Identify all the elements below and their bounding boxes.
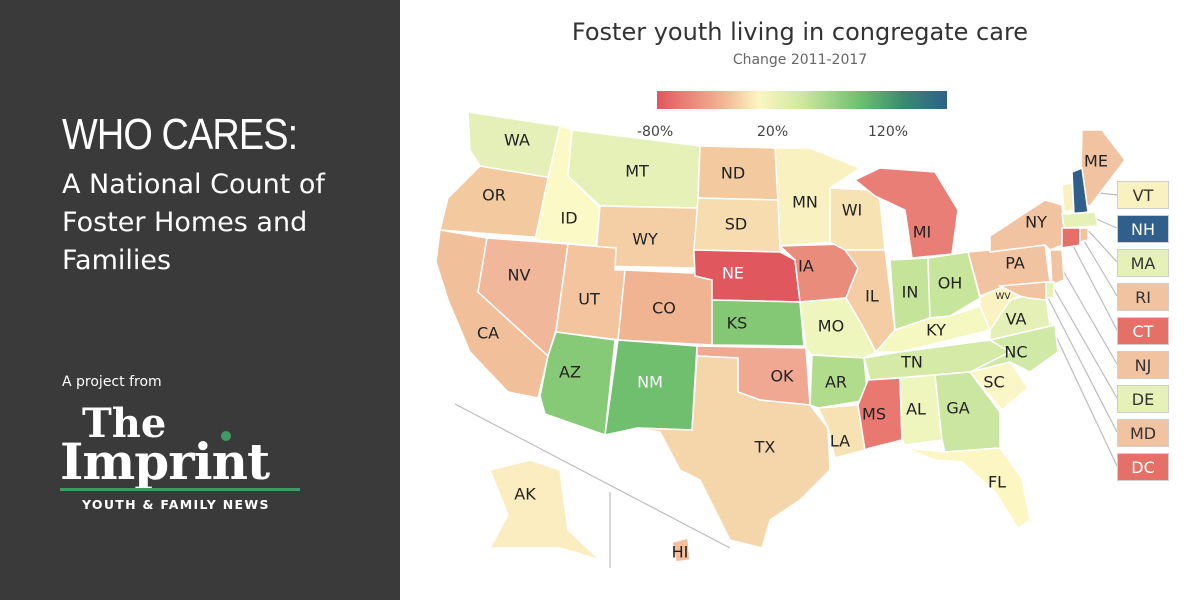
label-ME: ME (1084, 151, 1108, 171)
label-SD: SD (724, 214, 748, 234)
label-OH: OH (937, 273, 963, 293)
map-subtitle: Change 2011-2017 (732, 52, 868, 68)
label-NE: NE (721, 263, 745, 283)
label-SC: SC (983, 372, 1005, 392)
leader-line-ri (1079, 233, 1118, 297)
state-MA[interactable] (1061, 211, 1099, 229)
small-state-MD[interactable]: MD (1117, 419, 1169, 447)
leader-line-md (1044, 291, 1118, 433)
small-state-NJ[interactable]: NJ (1117, 351, 1169, 379)
state-OH[interactable] (927, 251, 981, 319)
label-MO: MO (817, 316, 845, 336)
label-KY: KY (926, 320, 946, 340)
imprint-logo[interactable]: The Imprint YOUTH & FAMILY NEWS (60, 400, 310, 516)
state-LA[interactable] (816, 404, 866, 459)
label-PA: PA (1005, 253, 1025, 273)
label-MS: MS (862, 404, 886, 424)
label-HI: HI (671, 542, 689, 562)
label-AR: AR (824, 372, 848, 392)
logo-dot-icon (221, 431, 231, 441)
state-NC[interactable] (969, 324, 1059, 373)
label-TX: TX (754, 437, 776, 457)
label-NC: NC (1004, 342, 1028, 362)
leader-line-ct (1069, 239, 1118, 331)
state-DE[interactable] (1045, 281, 1055, 299)
state-NJ[interactable] (1049, 249, 1065, 287)
small-state-RI[interactable]: RI (1117, 283, 1169, 311)
label-AL: AL (906, 399, 926, 419)
sidebar-panel: WHO CARES: A National Count of Foster Ho… (0, 0, 400, 600)
label-WY: WY (632, 229, 658, 249)
label-KS: KS (726, 313, 748, 333)
label-WV: WV (995, 292, 1011, 302)
small-state-NH[interactable]: NH (1117, 215, 1169, 243)
small-state-DE[interactable]: DE (1117, 385, 1169, 413)
label-WI: WI (841, 200, 863, 220)
leader-line-de (1051, 284, 1118, 399)
project-from-label: A project from (62, 374, 162, 390)
label-AZ: AZ (559, 362, 581, 382)
label-ID: ID (560, 208, 578, 228)
colorbar (657, 91, 947, 109)
label-TN: TN (901, 352, 923, 372)
label-MN: MN (792, 192, 818, 212)
label-CO: CO (652, 298, 676, 318)
state-FL[interactable] (904, 447, 1031, 530)
label-NM: NM (637, 372, 663, 392)
label-AK: AK (514, 484, 536, 504)
state-RI[interactable] (1079, 227, 1089, 243)
state-NY[interactable] (989, 199, 1066, 253)
label-MT: MT (625, 161, 649, 181)
colorbar-tick-3: 120% (868, 124, 909, 140)
small-state-DC[interactable]: DC (1117, 453, 1169, 481)
small-state-VT[interactable]: VT (1117, 181, 1169, 209)
small-state-CT[interactable]: CT (1117, 317, 1169, 345)
label-OR: OR (482, 185, 506, 205)
inset-divider-line (454, 403, 731, 549)
state-AK[interactable] (488, 459, 601, 561)
label-FL: FL (987, 472, 1007, 492)
colorbar-tick-1: -80% (637, 124, 674, 140)
label-WA: WA (504, 130, 530, 150)
logo-tagline: YOUTH & FAMILY NEWS (82, 497, 270, 512)
label-ND: ND (720, 163, 746, 183)
state-MD[interactable] (997, 281, 1047, 301)
small-state-MA[interactable]: MA (1117, 249, 1169, 277)
state-CT[interactable] (1061, 227, 1081, 249)
logo-the-text: The (82, 400, 167, 447)
logo-imprint-text: Imprint (60, 432, 270, 491)
label-IL: IL (865, 286, 879, 306)
map-title: Foster youth living in congregate care (571, 18, 1029, 46)
state-KS[interactable] (711, 299, 805, 347)
state-AL[interactable] (899, 374, 943, 446)
headline: WHO CARES: (62, 110, 298, 159)
state-HI[interactable] (671, 537, 691, 563)
label-IN: IN (901, 282, 919, 302)
state-AR[interactable] (809, 354, 869, 409)
label-LA: LA (829, 431, 851, 451)
state-OR[interactable] (439, 165, 553, 239)
label-MI: MI (912, 222, 932, 242)
state-AZ[interactable] (539, 331, 616, 437)
label-UT: UT (578, 289, 600, 309)
state-TX[interactable] (636, 355, 831, 549)
state-KY[interactable] (874, 305, 992, 353)
label-GA: GA (946, 398, 970, 418)
label-CA: CA (476, 323, 500, 343)
colorbar-tick-2: 20% (757, 124, 789, 140)
subheadline: A National Count of Foster Homes and Fam… (62, 169, 325, 276)
leader-line-ma (1083, 225, 1118, 263)
label-OK: OK (770, 366, 794, 386)
leader-line-nj (1057, 261, 1118, 365)
label-VA: VA (1005, 309, 1027, 329)
label-IA: IA (798, 256, 814, 276)
state-IL[interactable] (843, 249, 896, 354)
label-NY: NY (1025, 212, 1047, 232)
logo-rule (60, 488, 300, 491)
label-NV: NV (507, 265, 531, 285)
